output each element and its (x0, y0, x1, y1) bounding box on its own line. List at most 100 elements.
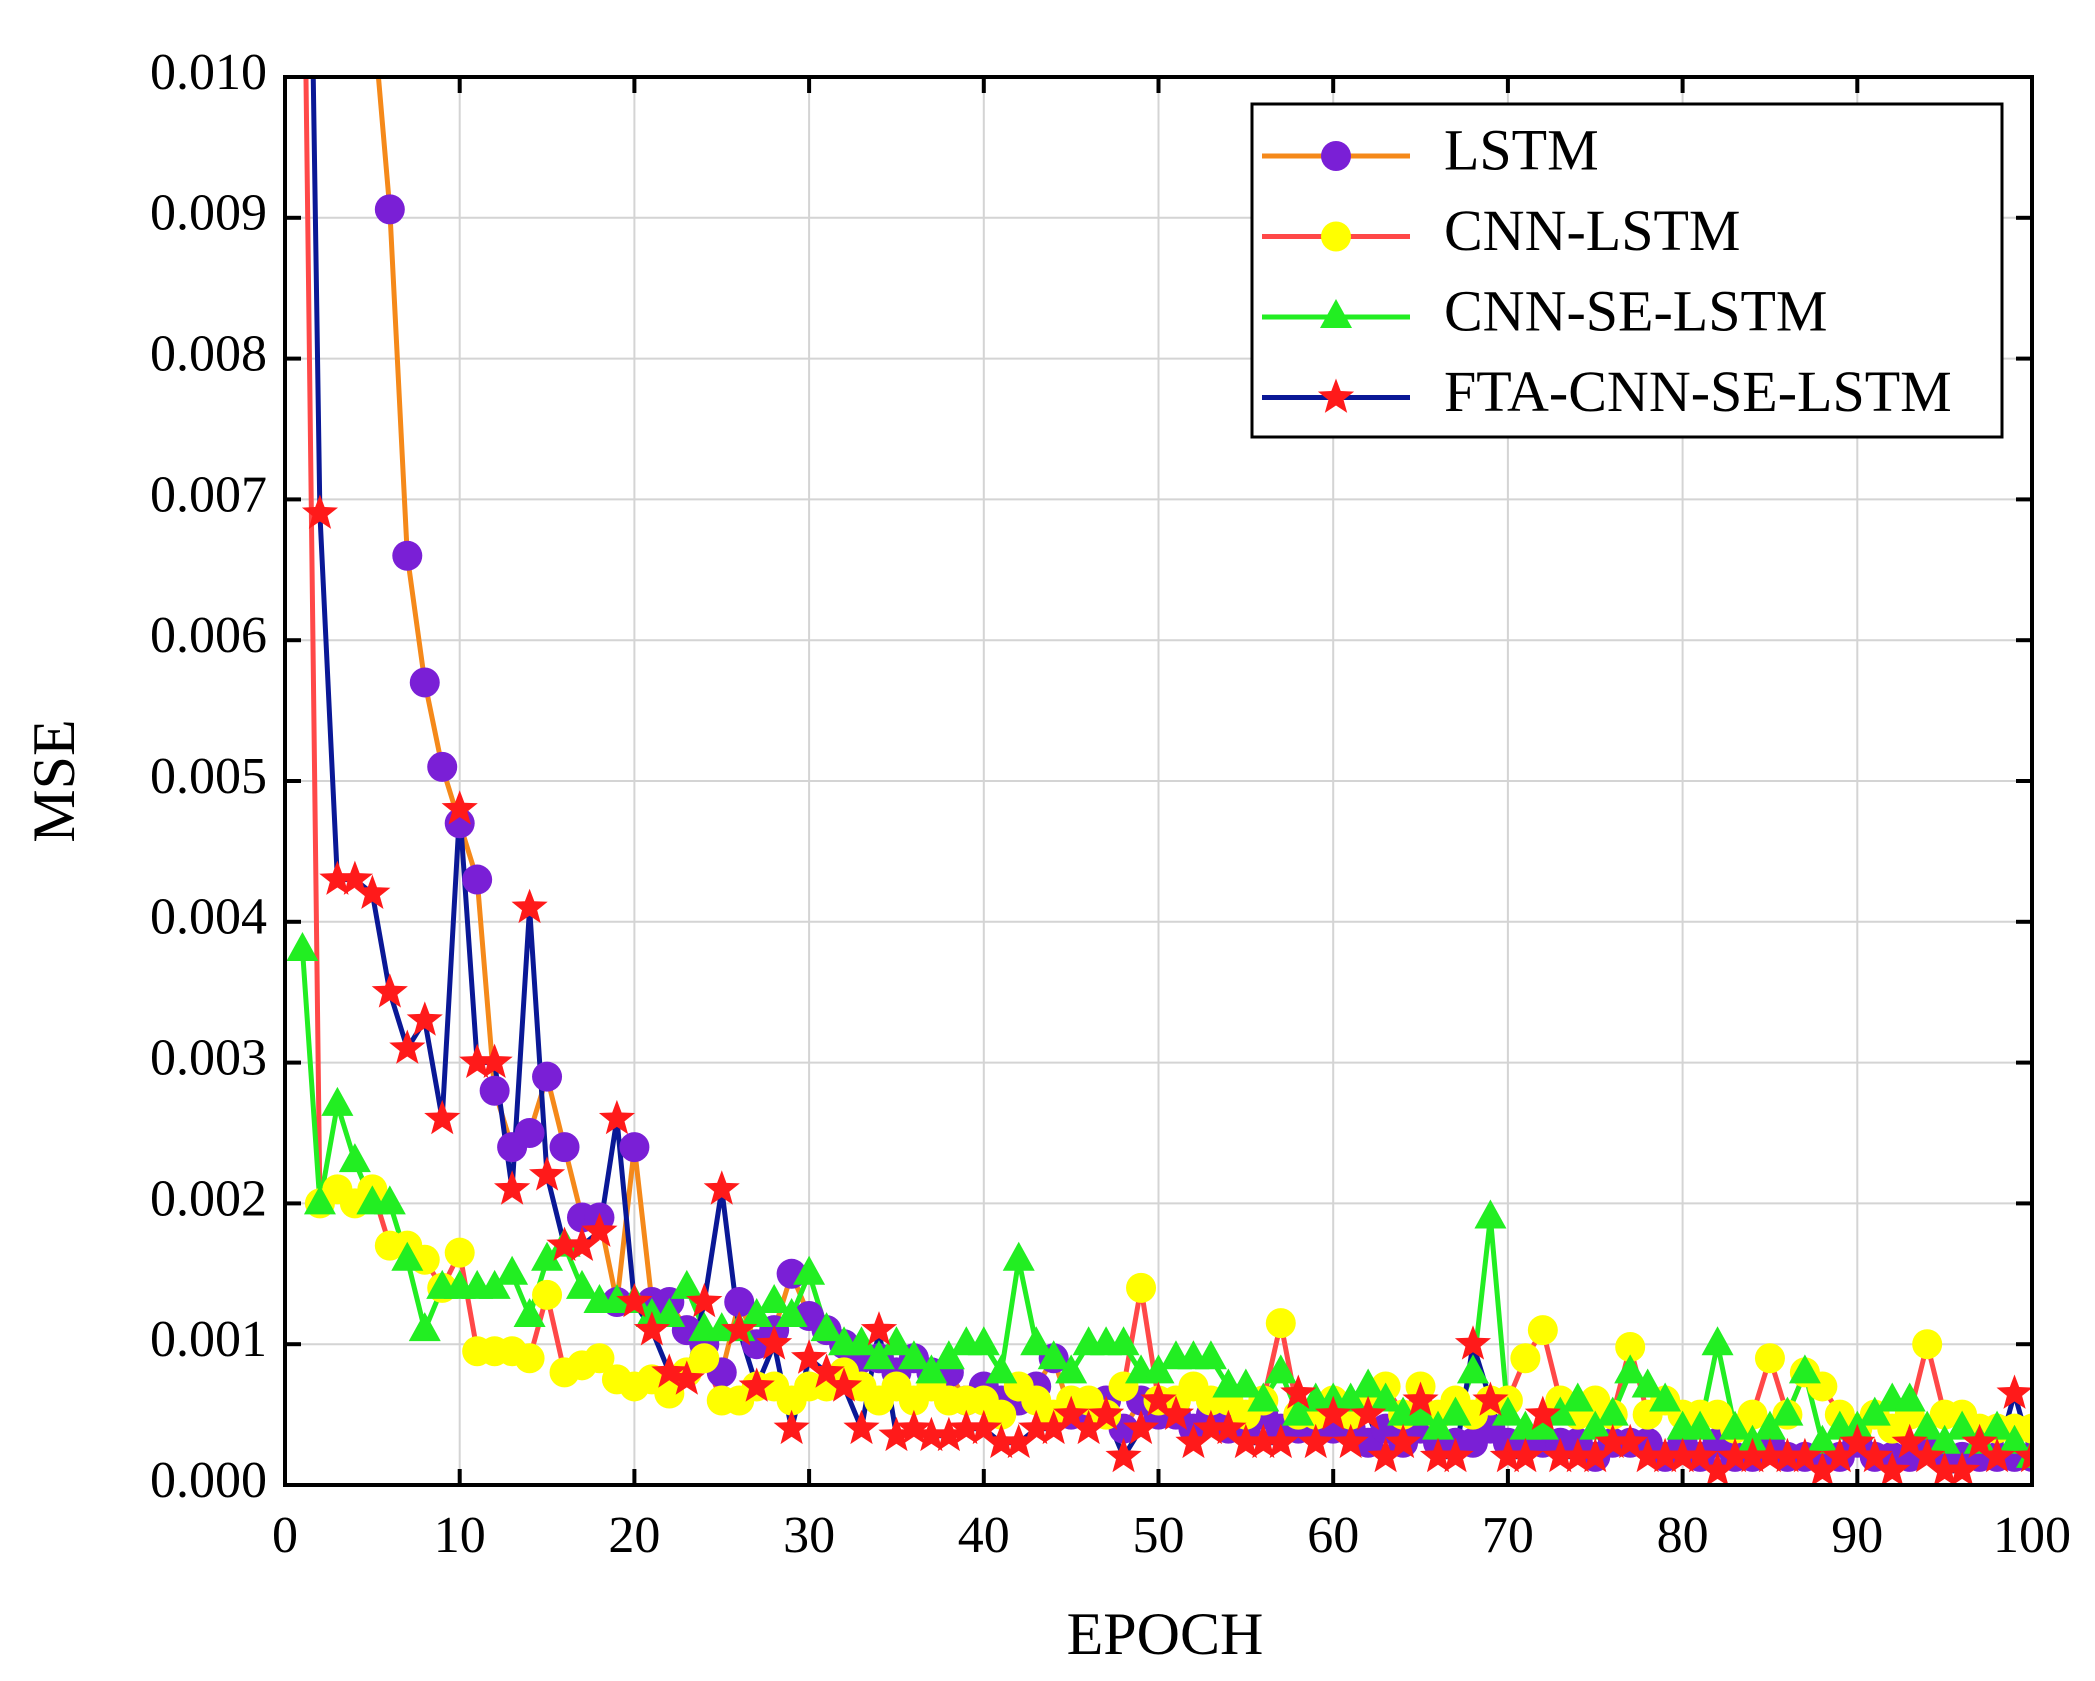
marker (1437, 1437, 1474, 1473)
marker (1332, 1423, 1369, 1459)
marker (494, 1170, 531, 1205)
marker (1664, 1437, 1701, 1473)
marker (703, 1170, 740, 1205)
x-tick-label: 50 (1133, 1507, 1185, 1564)
marker (1561, 1382, 1594, 1412)
marker (670, 1269, 703, 1299)
marker (897, 1340, 930, 1370)
marker (983, 1423, 1020, 1459)
y-tick-label: 0.000 (150, 1452, 267, 1509)
marker (1002, 1241, 1035, 1271)
marker (1055, 1354, 1088, 1384)
marker (391, 1241, 424, 1271)
marker (654, 1378, 685, 1409)
legend-marker (1321, 221, 1351, 252)
marker (985, 1354, 1018, 1384)
marker (895, 1409, 932, 1445)
marker (1245, 1423, 1282, 1459)
marker (1944, 1451, 1981, 1485)
marker (1682, 1437, 1719, 1473)
marker (738, 1367, 775, 1402)
marker (1804, 1451, 1841, 1485)
marker (354, 874, 391, 909)
marker (1559, 1437, 1596, 1473)
y-tick-label: 0.009 (150, 185, 267, 242)
marker (860, 1311, 898, 1346)
marker (1510, 1343, 1541, 1374)
marker (301, 494, 338, 529)
marker (1439, 1396, 1472, 1426)
marker (462, 864, 493, 895)
y-tick-label: 0.002 (150, 1170, 267, 1227)
marker (1909, 1437, 1946, 1473)
marker (1454, 1325, 1491, 1360)
marker (826, 1367, 863, 1402)
marker (1946, 1410, 1979, 1440)
marker (496, 1255, 529, 1285)
marker (1070, 1409, 1107, 1445)
marker (1107, 1326, 1140, 1356)
marker (932, 1340, 965, 1370)
marker (459, 1043, 496, 1078)
marker (1893, 1382, 1926, 1412)
marker (686, 1283, 723, 1318)
marker (1315, 1395, 1352, 1430)
x-tick-label: 40 (958, 1507, 1010, 1564)
x-tick-label: 100 (1993, 1507, 2071, 1564)
x-tick-label: 70 (1482, 1507, 1534, 1564)
marker (1769, 1437, 1806, 1473)
marker (915, 1354, 948, 1384)
y-tick-label: 0.003 (150, 1030, 267, 1087)
marker (1806, 1424, 1839, 1454)
marker (1684, 1410, 1717, 1440)
marker (513, 1298, 546, 1328)
marker (1629, 1437, 1666, 1473)
marker (1280, 1374, 1317, 1409)
marker (303, 1185, 336, 1215)
marker (1422, 1410, 1455, 1440)
marker (616, 1283, 653, 1318)
marker (1911, 1410, 1944, 1440)
marker (1524, 1395, 1561, 1430)
marker (740, 1298, 773, 1328)
marker (1614, 1354, 1647, 1384)
marker (1265, 1308, 1296, 1339)
marker (1734, 1437, 1771, 1473)
marker (808, 1353, 845, 1388)
marker (878, 1416, 915, 1452)
marker (810, 1312, 843, 1342)
marker (1751, 1437, 1788, 1473)
marker (1210, 1409, 1247, 1445)
marker (1526, 1410, 1559, 1440)
marker (1297, 1423, 1334, 1459)
marker (773, 1409, 810, 1445)
marker (862, 1340, 895, 1370)
marker (563, 1226, 601, 1261)
legend-marker (1317, 378, 1355, 413)
marker (532, 1279, 563, 1310)
y-tick-label: 0.008 (150, 326, 267, 383)
legend-label: CNN-LSTM (1444, 198, 1740, 263)
marker (546, 1226, 583, 1261)
marker (392, 540, 423, 571)
x-tick-label: 20 (608, 1507, 660, 1564)
marker (1472, 1381, 1509, 1416)
marker (845, 1326, 878, 1356)
marker (1979, 1437, 2016, 1473)
marker (549, 1132, 580, 1163)
marker (529, 1156, 566, 1191)
marker (478, 1269, 511, 1299)
marker (1839, 1423, 1876, 1459)
marker (1282, 1396, 1315, 1426)
marker (1035, 1409, 1072, 1445)
marker (1175, 1423, 1212, 1459)
marker (948, 1409, 985, 1445)
y-tick-label: 0.010 (150, 44, 267, 101)
marker (406, 1001, 443, 1036)
marker (1594, 1423, 1631, 1459)
marker (444, 1237, 475, 1268)
legend-label: FTA-CNN-SE-LSTM (1444, 359, 1952, 424)
marker (1367, 1437, 1404, 1473)
marker (1998, 1424, 2031, 1454)
